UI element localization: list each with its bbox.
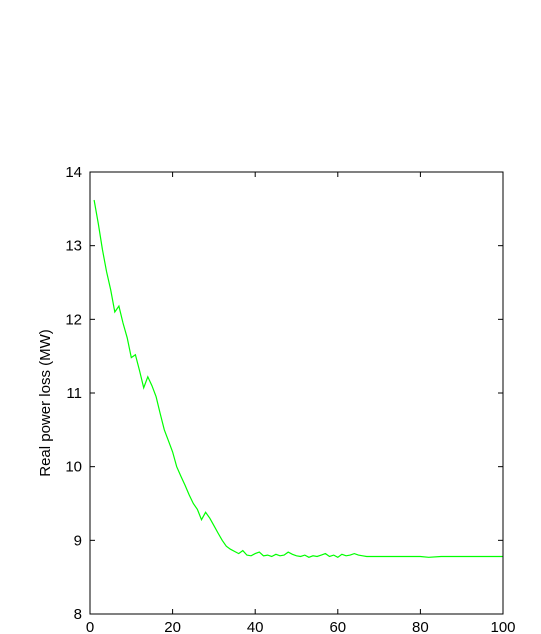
x-tick-label: 40: [247, 619, 264, 634]
y-tick-label: 14: [65, 164, 82, 181]
x-tick-label: 20: [164, 619, 181, 634]
ticks: [89, 171, 504, 615]
plot-area: [93, 199, 503, 559]
tick-labels: 0 20 40 60 80 100 8 9 10 11 12 13 14: [65, 164, 515, 634]
series-line-1: [93, 199, 503, 559]
y-tick-label: 12: [65, 311, 82, 328]
x-tick-label: 60: [329, 619, 346, 634]
x-tick-label: 100: [490, 619, 515, 634]
y-axis-label: Real power loss (MW): [37, 329, 54, 477]
x-tick-label: 80: [412, 619, 429, 634]
x-tick-label: 0: [86, 619, 94, 634]
y-tick-label: 8: [74, 606, 82, 623]
y-tick-label: 11: [66, 385, 82, 402]
y-tick-label: 9: [74, 532, 82, 549]
y-tick-label: 10: [65, 459, 82, 476]
y-tick-label: 13: [65, 238, 82, 255]
